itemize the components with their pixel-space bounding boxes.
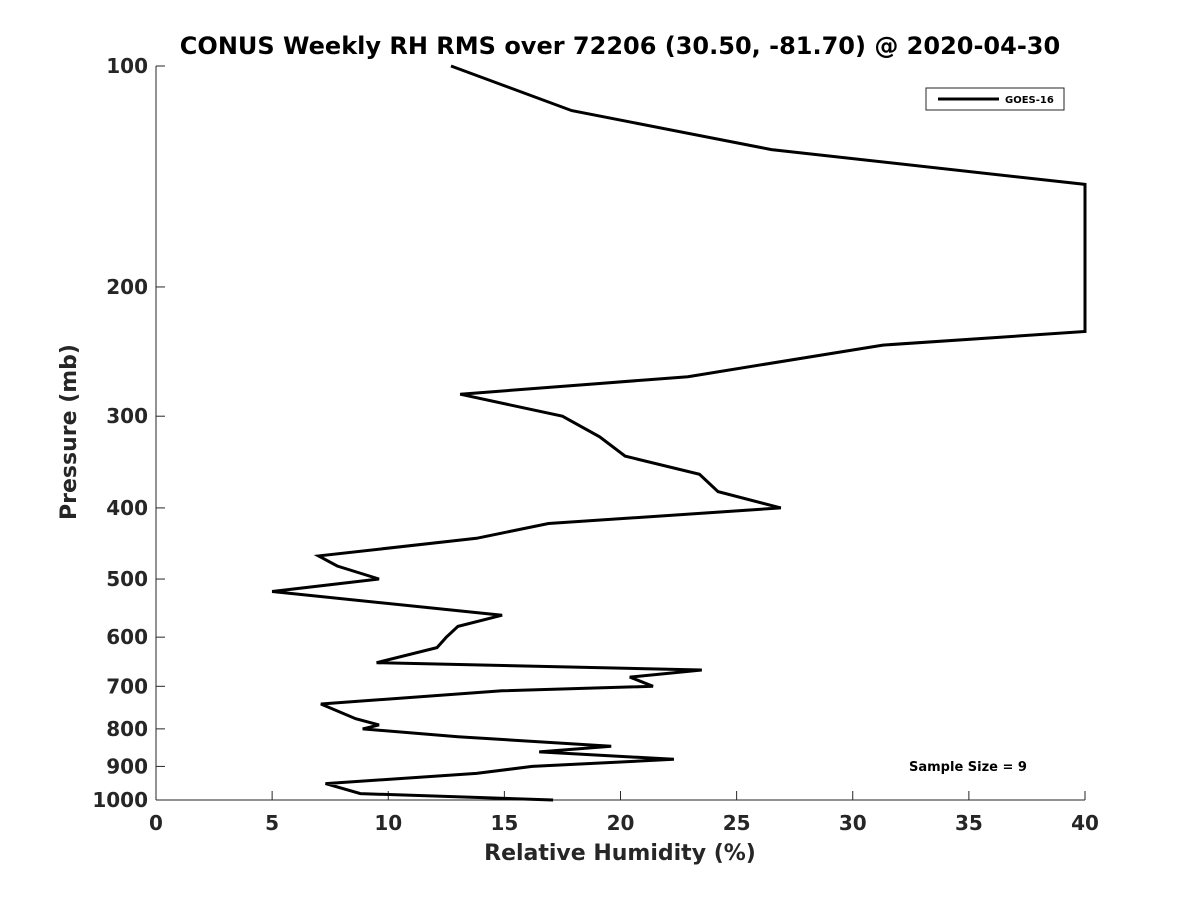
y-tick-label: 700 <box>106 674 148 698</box>
y-tick-label: 1000 <box>92 788 148 812</box>
y-tick-label: 300 <box>106 404 148 428</box>
y-tick-label: 500 <box>106 567 148 591</box>
x-tick-label: 40 <box>1071 811 1099 835</box>
y-tick-label: 600 <box>106 625 148 649</box>
series-line-goes16 <box>271 64 1087 802</box>
sample-size-annotation: Sample Size = 9 <box>909 760 1027 775</box>
x-tick-label: 25 <box>723 811 751 835</box>
chart-title: CONUS Weekly RH RMS over 72206 (30.50, -… <box>180 32 1060 60</box>
series-layer <box>271 64 1087 802</box>
y-tick-label: 800 <box>106 717 148 741</box>
x-tick-label: 15 <box>490 811 518 835</box>
y-tick-label: 100 <box>106 54 148 78</box>
x-tick-label: 35 <box>955 811 983 835</box>
x-tick-label: 0 <box>149 811 163 835</box>
y-tick-label: 900 <box>106 754 148 778</box>
x-tick-label: 30 <box>839 811 867 835</box>
y-axis-label: Pressure (mb) <box>57 344 82 520</box>
x-tick-label: 20 <box>607 811 635 835</box>
y-tick-label: 400 <box>106 496 148 520</box>
x-axis-label: Relative Humidity (%) <box>484 841 756 866</box>
axes: 0 5 10 15 20 25 30 35 40 100 200 300 400 500 600 700 800… <box>92 54 1099 835</box>
legend-label-goes16: GOES-16 <box>1005 95 1054 106</box>
x-tick-label: 10 <box>374 811 402 835</box>
legend: GOES-16 <box>925 87 1065 111</box>
x-tick-label: 5 <box>265 811 279 835</box>
y-tick-label: 200 <box>106 275 148 299</box>
